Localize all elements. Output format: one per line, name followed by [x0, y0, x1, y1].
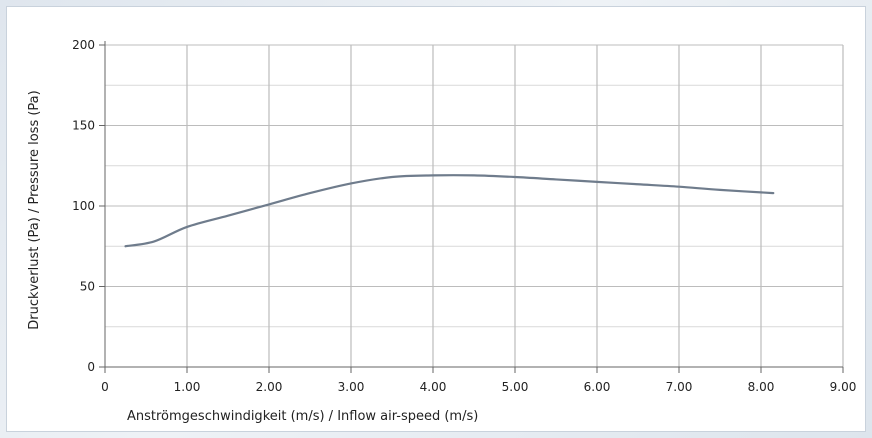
axes	[99, 41, 844, 373]
series-layer	[124, 174, 775, 248]
x-tick-label: 5.00	[502, 380, 529, 394]
x-tick-label: 9.00	[830, 380, 857, 394]
y-tick-label: 200	[72, 38, 95, 52]
y-tick-label: 50	[80, 280, 95, 294]
y-tick-label: 100	[72, 199, 95, 213]
y-axis-title: Druckverlust (Pa) / Pressure loss (Pa)	[27, 90, 42, 329]
series-line	[124, 174, 775, 248]
y-tick-label: 0	[87, 360, 95, 374]
x-tick-label: 4.00	[420, 380, 447, 394]
x-tick-label: 6.00	[584, 380, 611, 394]
grid	[105, 44, 844, 367]
x-tick-label: 1.00	[174, 380, 201, 394]
x-tick-label: 2.00	[256, 380, 283, 394]
x-tick-labels: 0 1.00 2.00 3.00 4.00 5.00 6.00 7.00 8.00 9.00	[101, 380, 856, 394]
x-tick-label: 8.00	[748, 380, 775, 394]
x-tick-label: 7.00	[666, 380, 693, 394]
pressure-loss-chart: 0 1.00 2.00 3.00 4.00 5.00 6.00 7.00 8.00 9.00 0 5…	[27, 38, 856, 424]
y-tick-labels: 0 50 100 150 200	[72, 38, 95, 374]
x-tick-label: 0	[101, 380, 109, 394]
chart-frame: 0 1.00 2.00 3.00 4.00 5.00 6.00 7.00 8.00 9.00 0 5…	[6, 6, 866, 432]
x-axis-title: Anströmgeschwindigkeit (m/s) / Inflow ai…	[127, 409, 478, 424]
x-tick-label: 3.00	[338, 380, 365, 394]
y-tick-label: 150	[72, 119, 95, 133]
